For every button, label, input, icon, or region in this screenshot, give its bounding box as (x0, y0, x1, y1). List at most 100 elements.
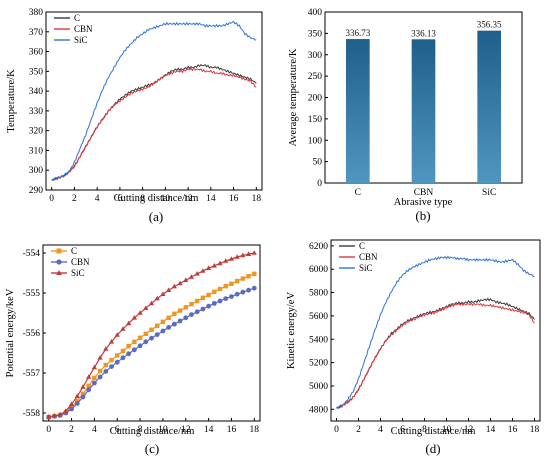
data-point-sic (80, 384, 86, 389)
panel-a-temperature-chart: 0 2 4 6 8 10 12 14 16 18 290 300 310 320 330 340 350 360 3… (6, 8, 263, 224)
data-point-cbn (223, 296, 229, 301)
data-point-sic (211, 263, 217, 268)
data-point-cbn (120, 355, 126, 361)
y-tick-label: -557 (23, 369, 41, 379)
legend-label-c: C (71, 246, 77, 256)
data-point-cbn (149, 335, 154, 341)
data-point-c (126, 344, 131, 349)
data-point-sic (68, 401, 75, 406)
data-point-c (109, 358, 114, 363)
data-point-sic (171, 283, 177, 289)
data-point-sic (245, 251, 252, 256)
panel-a-plot-frame (45, 11, 263, 191)
y-tick-label: 320 (29, 127, 44, 137)
data-point-sic (148, 300, 155, 306)
panel-c-series-lines (46, 250, 257, 420)
y-tick-label: 6200 (309, 242, 328, 252)
data-point-sic (206, 265, 212, 270)
x-tick-label: 12 (464, 425, 474, 435)
data-point-sic (183, 277, 189, 282)
bar-value-label-sic: 356.35 (477, 20, 502, 30)
y-tick-label: 5600 (309, 312, 328, 322)
x-tick-label: 4 (92, 425, 97, 435)
data-point-sic (120, 326, 126, 331)
data-point-cbn (166, 325, 172, 330)
x-tick-label: 16 (227, 425, 237, 435)
x-tick-label: C (355, 188, 361, 198)
panel-d-series-lines (336, 255, 535, 410)
data-point-cbn (229, 294, 234, 299)
data-point-c (149, 327, 154, 332)
data-point-c (240, 276, 246, 281)
y-tick-label: 310 (29, 146, 44, 156)
x-tick-label: 14 (486, 425, 496, 435)
y-tick-label: 380 (29, 8, 44, 18)
data-point-sic (240, 252, 246, 258)
y-tick-label: -556 (23, 329, 41, 339)
data-point-c (189, 302, 194, 307)
data-point-sic (166, 287, 172, 292)
panel-a-axis-ticks: 0 2 4 6 8 10 12 14 16 18 290 300 310 320 330 340 350 360 3… (29, 8, 262, 204)
data-point-cbn (126, 351, 132, 357)
data-point-c (206, 292, 211, 298)
data-point-cbn (143, 339, 149, 345)
data-point-c (137, 335, 143, 340)
data-point-cbn (206, 303, 212, 309)
y-tick-label: 300 (29, 166, 44, 176)
data-point-cbn (109, 364, 114, 369)
panel-b-x-axis-label: Abrasive type (394, 197, 453, 208)
series-line-sic (336, 255, 535, 410)
legend-marker-c (56, 248, 62, 254)
panel-d-x-axis-label: Cutting distance/nm (391, 426, 476, 437)
y-tick-label: -554 (23, 249, 41, 259)
data-point-c (252, 271, 257, 276)
x-tick-label: 8 (140, 194, 145, 204)
data-point-c (194, 298, 200, 304)
y-tick-label: 4800 (309, 405, 328, 415)
data-point-sic (103, 346, 109, 351)
x-tick-label: 10 (158, 425, 168, 435)
x-tick-label: 16 (229, 194, 239, 204)
data-point-cbn (246, 287, 251, 293)
bar-value-label-c: 336.73 (345, 28, 370, 38)
data-point-sic (217, 260, 223, 266)
panel-d-axis-ticks: 0 2 4 6 8 10 12 14 16 18 4800 5000 5200 5400 5600 5800 6… (309, 242, 540, 435)
x-tick-label: 6 (400, 425, 405, 435)
x-tick-label: 12 (183, 194, 193, 204)
data-point-sic (251, 250, 257, 255)
x-tick-label: 8 (138, 425, 143, 435)
panel-a-label: (a) (149, 209, 163, 224)
y-tick-label: 5400 (309, 335, 328, 345)
x-tick-label: 16 (508, 425, 518, 435)
legend-label-cbn: CBN (71, 257, 90, 267)
data-point-sic (228, 256, 235, 261)
x-tick-label: 12 (181, 425, 191, 435)
data-point-sic (86, 374, 92, 379)
panel-d-label: (d) (425, 441, 440, 456)
data-point-c (155, 323, 160, 328)
data-point-cbn (171, 321, 177, 327)
panel-b-y-axis-label: Average temperature/K (288, 48, 299, 146)
data-point-sic (143, 305, 149, 310)
bar-value-label-cbn: 336.13 (411, 28, 436, 38)
data-point-c (166, 315, 171, 320)
data-point-c (97, 368, 103, 374)
y-tick-label: 350 (308, 29, 323, 39)
y-tick-label: 360 (29, 48, 44, 58)
bar-sic (477, 30, 501, 184)
data-point-c (223, 284, 228, 289)
x-tick-label: 18 (250, 425, 260, 435)
legend-label-sic: SiC (74, 35, 88, 45)
data-point-c (177, 308, 183, 313)
data-point-c (212, 289, 217, 294)
data-point-cbn (177, 318, 183, 324)
series-line-cbn (51, 67, 257, 182)
data-point-sic (91, 364, 97, 370)
data-point-c (183, 305, 188, 310)
legend-label-cbn: CBN (359, 252, 378, 262)
y-tick-label: 400 (308, 8, 323, 18)
data-point-sic (200, 268, 206, 273)
